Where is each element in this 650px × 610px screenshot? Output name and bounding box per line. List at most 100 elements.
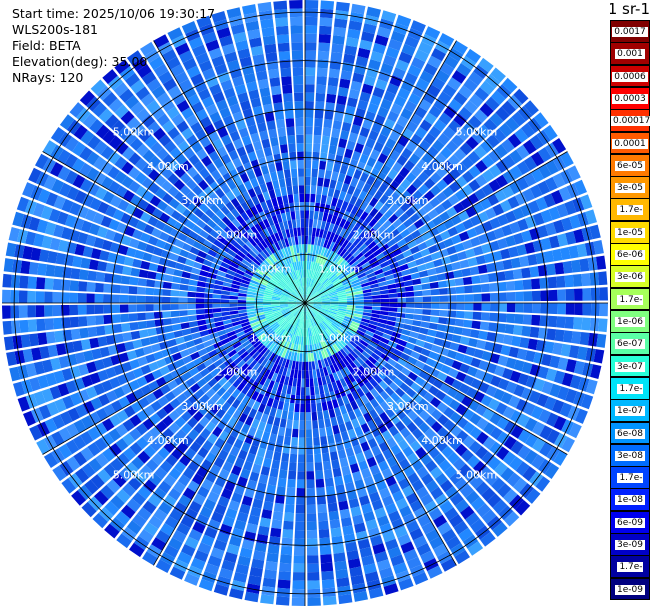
beta-cell [67,407,80,422]
beta-cell [140,232,151,243]
beta-cell [247,368,256,378]
beta-cell [339,248,347,257]
beta-cell [256,175,265,186]
beta-cell [386,83,399,95]
beta-cell [104,501,120,516]
beta-cell [305,286,308,295]
beta-cell [156,200,168,212]
beta-cell [312,428,320,438]
beta-cell [432,139,445,152]
beta-cell [204,399,215,410]
beta-cell [311,291,318,298]
beta-cell [345,447,355,458]
beta-cell [344,193,352,203]
colorbar-tick: 6e-05 [610,153,650,177]
beta-cell [357,538,371,550]
range-ring-label: 3.00km [181,194,223,207]
beta-cell [307,269,310,278]
beta-cell [336,492,347,503]
beta-cell [246,398,256,408]
beta-cell [305,235,308,245]
beta-cell [87,135,101,150]
beta-cell [418,184,430,195]
beta-cell [321,295,330,299]
beta-cell [444,375,455,386]
beta-cell [502,154,516,169]
beta-cell [321,444,329,454]
beta-cell [324,221,331,231]
beta-cell [358,460,369,471]
beta-cell [299,278,303,287]
beta-cell [298,303,305,309]
beta-cell [428,227,440,237]
beta-cell [265,340,274,349]
beta-cell [420,550,435,564]
beta-cell [199,416,210,428]
beta-cell [328,68,340,79]
beta-cell [292,377,298,387]
beta-cell [515,398,528,412]
beta-cell [287,263,293,273]
beta-cell [357,327,367,334]
beta-cell [317,177,324,187]
beta-cell [379,204,389,215]
beta-cell [480,139,494,154]
beta-cell [429,281,439,289]
beta-cell [323,460,332,471]
beta-cell [268,245,276,254]
beta-cell [77,304,87,315]
beta-cell [386,371,397,382]
beta-cell [16,196,30,212]
beta-cell [503,511,520,527]
beta-cell [336,146,346,157]
beta-cell [138,269,149,278]
beta-cell [474,109,488,123]
beta-cell [250,321,259,327]
beta-cell [151,85,166,99]
beta-cell [177,215,189,226]
beta-cell [217,126,229,138]
beta-cell [166,235,177,245]
beta-cell [473,293,482,302]
beta-cell [313,299,322,302]
beta-cell [104,324,114,335]
beta-cell [277,477,287,488]
beta-cell [378,215,388,225]
beta-cell [322,229,328,239]
beta-cell [192,44,207,57]
beta-cell [220,134,232,146]
beta-cell [116,452,130,467]
beta-cell [247,188,257,198]
beta-cell [388,510,401,523]
beta-cell [231,280,241,286]
beta-cell [145,459,159,472]
beta-cell [129,276,139,286]
beta-cell [323,248,329,257]
beta-cell [359,339,369,347]
beta-cell [389,130,401,142]
beta-cell [351,321,360,327]
beta-cell [355,107,366,119]
beta-cell [66,241,77,254]
beta-cell [139,465,153,479]
beta-cell [305,25,318,34]
beta-cell [132,207,144,219]
beta-cell [73,451,88,467]
beta-cell [417,333,427,341]
beta-cell [447,451,460,465]
beta-cell [361,318,370,324]
beta-cell [400,190,412,201]
beta-cell [87,442,101,457]
beta-cell [371,310,381,315]
beta-cell [246,266,256,274]
beta-cell [319,427,327,437]
beta-cell [114,59,130,75]
beta-cell [501,138,515,153]
beta-cell [313,126,322,136]
beta-cell [212,303,221,308]
beta-cell [105,262,116,273]
beta-cell [495,159,509,173]
beta-cell [336,415,344,425]
beta-cell [281,292,290,297]
beta-cell [159,460,173,474]
